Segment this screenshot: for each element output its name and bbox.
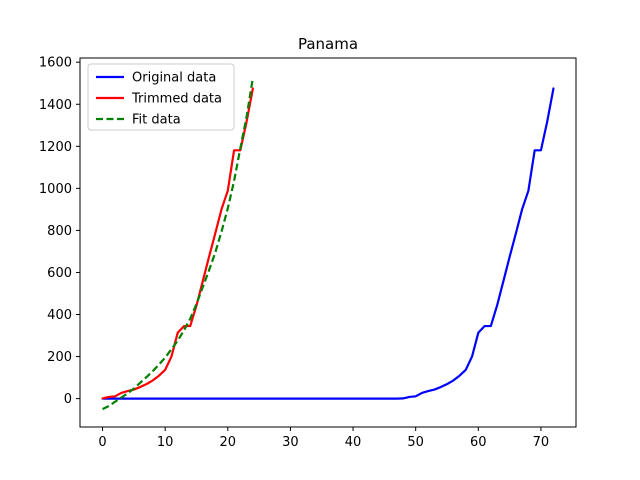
y-tick-label: 200 — [47, 350, 72, 365]
x-tick-label: 20 — [220, 435, 237, 450]
y-tick-label: 1600 — [39, 56, 72, 71]
x-tick-label: 70 — [533, 435, 550, 450]
x-tick-label: 0 — [98, 435, 106, 450]
chart-title: Panama — [298, 35, 358, 53]
legend-label-original-data: Original data — [132, 71, 216, 86]
series-line-fit-data — [102, 77, 254, 411]
axes-frame — [79, 57, 577, 428]
y-tick-label: 800 — [47, 224, 72, 239]
series-line-original-data — [101, 87, 555, 400]
y-tick-label: 400 — [47, 308, 72, 323]
y-tick-label: 1200 — [39, 140, 72, 155]
x-tick-label: 50 — [407, 435, 424, 450]
x-tick-label: 60 — [470, 435, 487, 450]
x-axis: 0 10 20 30 40 50 60 70 — [98, 427, 549, 450]
legend-box — [87, 63, 235, 131]
legend: Original data Trimmed data Fit data — [87, 63, 235, 131]
plot-area — [101, 77, 555, 411]
series-line-trimmed-data — [101, 87, 254, 400]
legend-label-fit-data: Fit data — [132, 113, 181, 128]
y-tick-label: 600 — [47, 266, 72, 281]
legend-label-trimmed-data: Trimmed data — [131, 92, 222, 107]
y-axis: 0 200 400 600 800 1000 1200 1400 1600 — [39, 56, 80, 407]
y-tick-label: 1400 — [39, 98, 72, 113]
x-tick-label: 30 — [282, 435, 299, 450]
y-tick-label: 1000 — [39, 182, 72, 197]
y-tick-label: 0 — [64, 392, 72, 407]
x-tick-label: 40 — [345, 435, 362, 450]
x-tick-label: 10 — [157, 435, 174, 450]
